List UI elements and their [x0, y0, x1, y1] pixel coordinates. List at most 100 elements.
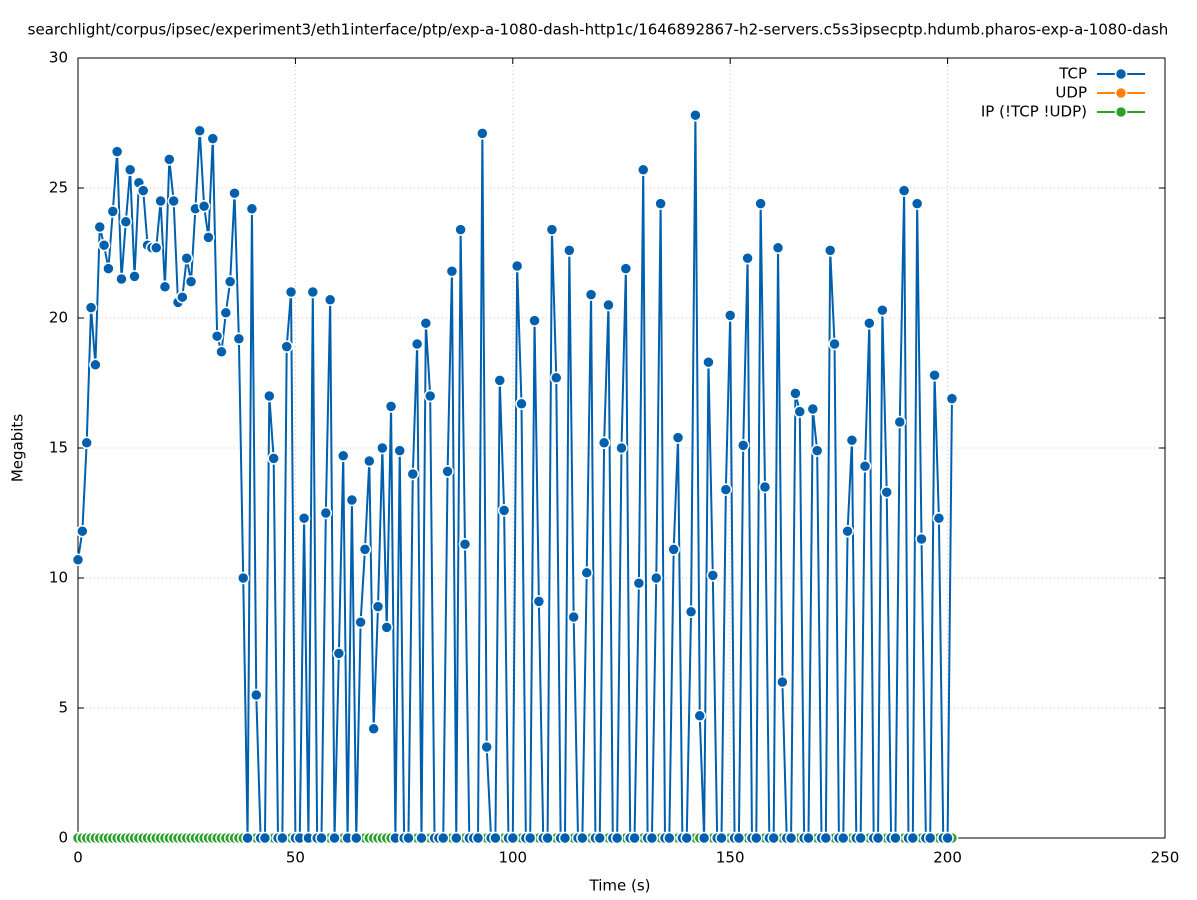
- data-point: [84, 301, 98, 314]
- data-point: [689, 108, 702, 122]
- data-point: [550, 371, 563, 385]
- x-tick-label: 50: [286, 849, 305, 867]
- data-point: [97, 238, 111, 252]
- data-point: [841, 524, 854, 538]
- data-point: [136, 184, 150, 197]
- data-point: [784, 831, 798, 845]
- legend-label: IP (!TCP !UDP): [981, 103, 1087, 121]
- data-point: [410, 337, 424, 351]
- data-point: [906, 831, 920, 845]
- y-tick-label: 10: [49, 569, 68, 587]
- data-point: [702, 355, 715, 369]
- data-point: [619, 262, 633, 275]
- data-point: [176, 290, 189, 304]
- data-point: [163, 153, 176, 166]
- x-tick-label: 0: [73, 849, 83, 867]
- data-point: [889, 831, 902, 845]
- data-point: [645, 831, 659, 845]
- data-point: [128, 270, 141, 283]
- data-point: [632, 576, 646, 590]
- data-point: [836, 831, 850, 845]
- data-point: [193, 124, 206, 138]
- x-tick-label: 250: [1151, 849, 1180, 867]
- legend-label: UDP: [1055, 84, 1087, 102]
- data-point: [206, 132, 220, 145]
- data-point: [263, 389, 276, 403]
- y-tick-label: 25: [49, 179, 68, 197]
- data-point: [858, 459, 872, 473]
- data-point: [445, 264, 459, 278]
- data-point: [893, 415, 907, 429]
- data-point: [563, 244, 576, 257]
- data-point: [232, 332, 246, 346]
- data-point: [345, 493, 359, 507]
- data-point: [915, 532, 928, 546]
- data-point: [441, 465, 454, 478]
- series-line: [77, 115, 953, 839]
- data-point: [210, 329, 224, 343]
- data-point: [654, 197, 667, 210]
- data-point: [750, 831, 763, 845]
- data-point: [576, 831, 589, 845]
- data-point: [123, 163, 137, 177]
- data-point: [471, 831, 485, 845]
- legend-label: TCP: [1058, 65, 1087, 83]
- data-point: [828, 337, 841, 351]
- data-point: [102, 262, 115, 275]
- data-point: [854, 831, 867, 845]
- y-axis-label: Megabits: [9, 414, 27, 482]
- data-point: [480, 740, 493, 754]
- data-point: [415, 831, 428, 845]
- data-point: [280, 340, 293, 353]
- data-point: [267, 452, 280, 465]
- data-point: [119, 215, 133, 229]
- data-point: [315, 831, 328, 845]
- data-point: [241, 831, 254, 845]
- data-point: [863, 316, 876, 330]
- y-tick-label: 30: [49, 49, 68, 67]
- data-point: [523, 831, 537, 845]
- data-point: [76, 524, 89, 538]
- data-point: [545, 223, 559, 236]
- legend-swatch: [1114, 105, 1128, 119]
- data-point: [741, 251, 754, 265]
- data-point: [367, 722, 380, 736]
- x-tick-label: 150: [716, 849, 745, 867]
- data-point: [376, 441, 389, 455]
- y-tick-label: 15: [49, 439, 68, 457]
- data-point: [789, 387, 802, 400]
- data-point: [158, 280, 172, 294]
- data-point: [754, 197, 767, 210]
- data-point: [810, 444, 824, 457]
- data-point: [223, 275, 237, 288]
- data-point: [423, 389, 437, 403]
- data-point: [297, 511, 311, 525]
- data-point: [732, 831, 746, 845]
- data-point: [363, 454, 376, 468]
- data-point: [663, 831, 676, 845]
- data-point: [358, 543, 372, 556]
- data-point: [776, 675, 789, 689]
- data-point: [910, 197, 924, 210]
- data-point: [758, 480, 772, 494]
- data-point: [328, 831, 341, 845]
- data-point: [541, 831, 554, 845]
- data-point: [258, 831, 272, 845]
- legend-swatch: [1114, 67, 1128, 81]
- data-point: [393, 444, 407, 457]
- data-point: [945, 392, 959, 405]
- data-point: [450, 831, 463, 845]
- data-point: [706, 569, 720, 582]
- data-point: [715, 831, 728, 845]
- data-point: [215, 345, 228, 359]
- data-point: [802, 831, 815, 845]
- data-point: [793, 405, 807, 418]
- data-point: [819, 831, 833, 845]
- data-point: [319, 506, 333, 520]
- data-point: [406, 467, 420, 481]
- data-point: [693, 709, 707, 723]
- data-point: [558, 831, 572, 845]
- data-point: [71, 553, 85, 567]
- x-tick-label: 100: [498, 849, 527, 867]
- data-point: [845, 433, 859, 447]
